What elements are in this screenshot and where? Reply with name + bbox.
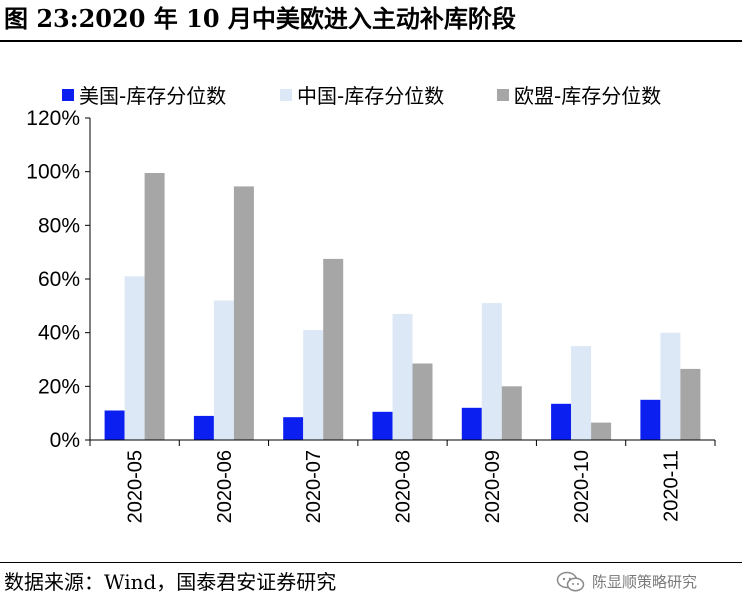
bar: [551, 403, 572, 440]
watermark-text: 陈显顺策略研究: [592, 573, 698, 591]
wechat-icon: [556, 571, 585, 592]
bar: [124, 276, 145, 440]
legend-swatch: [280, 89, 292, 101]
bar: [640, 399, 661, 441]
bar: [213, 300, 234, 440]
source-divider: [0, 562, 742, 563]
bar: [193, 415, 214, 440]
bar: [680, 368, 701, 440]
bar: [412, 363, 433, 440]
x-tick-label: 2020-06: [214, 450, 236, 523]
bar: [461, 407, 482, 440]
bars-group: [104, 173, 701, 441]
bar: [372, 411, 393, 440]
legend-item: 美国-库存分位数: [62, 84, 226, 108]
y-tick-label: 40%: [38, 322, 80, 345]
x-tick-label: 2020-10: [571, 450, 593, 523]
legend-swatch: [497, 89, 509, 101]
y-tick-label: 80%: [38, 214, 80, 237]
bar: [303, 330, 324, 440]
y-tick-label: 20%: [38, 375, 80, 398]
x-tick-label: 2020-08: [393, 450, 415, 523]
bar: [660, 332, 681, 440]
legend-label: 中国-库存分位数: [297, 84, 444, 108]
figure-title: 图 23:2020 年 10 月中美欧进入主动补库阶段: [4, 4, 516, 33]
legend-label: 美国-库存分位数: [79, 84, 226, 108]
x-tick-label: 2020-09: [482, 450, 504, 523]
legend-label: 欧盟-库存分位数: [514, 84, 661, 108]
bar: [481, 303, 502, 440]
bar: [591, 422, 612, 440]
x-tick-label: 2020-07: [303, 450, 325, 523]
bar: [233, 186, 254, 440]
bar: [144, 173, 165, 440]
x-tick-label: 2020-11: [660, 450, 682, 522]
bar: [323, 258, 344, 440]
bar-chart: 美国-库存分位数 中国-库存分位数 欧盟-库存分位数 0% 20% 40% 60% 80% 1…: [26, 84, 716, 523]
x-axis: 2020-05 2020-06 2020-07 2020-08 2020-09 2020-…: [89, 439, 716, 523]
legend-item: 欧盟-库存分位数: [497, 84, 661, 108]
bar: [392, 313, 413, 440]
bar: [104, 410, 125, 440]
bar: [283, 417, 304, 440]
bar: [571, 346, 592, 440]
x-tick-label: 2020-05: [125, 450, 147, 523]
legend-item: 中国-库存分位数: [280, 84, 444, 108]
bar: [501, 386, 522, 440]
y-tick-label: 0%: [50, 429, 80, 452]
chart-legend: 美国-库存分位数 中国-库存分位数 欧盟-库存分位数: [62, 84, 661, 108]
watermark: 陈显顺策略研究: [556, 566, 697, 598]
y-tick-label: 60%: [38, 268, 80, 291]
legend-swatch: [62, 89, 74, 101]
y-tick-label: 120%: [26, 107, 80, 130]
title-divider: [0, 40, 742, 42]
source-note: 数据来源：Wind，国泰君安证券研究: [4, 570, 337, 594]
y-axis: 0% 20% 40% 60% 80% 100% 120%: [26, 107, 91, 452]
y-tick-label: 100%: [26, 161, 80, 184]
